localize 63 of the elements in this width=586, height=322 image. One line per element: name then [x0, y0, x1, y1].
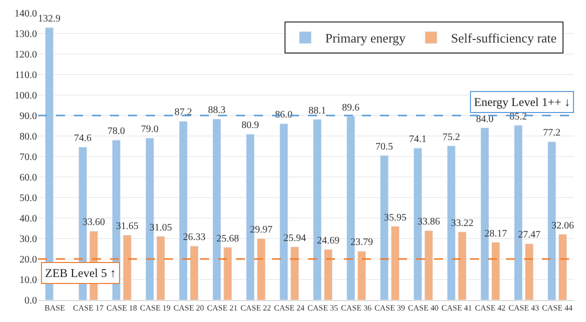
x-tick-label: CASE 41 [442, 304, 472, 313]
x-tick-label: CASE 24 [274, 304, 304, 313]
data-label: 33.60 [82, 217, 105, 228]
y-tick-label: 90.0 [20, 111, 37, 122]
x-tick-label: CASE 40 [408, 304, 438, 313]
x-tick-label: CASE 39 [374, 304, 405, 313]
data-label: 29.97 [250, 224, 272, 236]
data-label: 26.33 [182, 232, 206, 244]
data-label: 88.1 [308, 105, 326, 116]
data-label: 75.2 [442, 132, 460, 143]
data-label: 77.2 [543, 128, 561, 139]
y-tick-label: 100.0 [14, 90, 37, 102]
data-label: 89.6 [342, 102, 360, 114]
data-label: 25.68 [216, 233, 239, 244]
x-tick-label: CASE 18 [106, 304, 137, 313]
data-label: 23.79 [350, 237, 373, 248]
data-label: 27.47 [518, 230, 540, 241]
data-label: 74.1 [409, 134, 427, 146]
y-tick-label: 140.0 [14, 8, 37, 20]
y-tick-label: 110.0 [14, 70, 37, 81]
x-tick-label: CASE 22 [240, 304, 271, 313]
data-label: 70.5 [376, 141, 394, 152]
data-label: 31.05 [149, 222, 172, 234]
y-tick-label: 0.0 [24, 296, 37, 306]
y-tick-label: 30.0 [20, 234, 37, 245]
data-label: 132.9 [38, 14, 61, 25]
y-tick-label: 40.0 [20, 214, 37, 224]
y-tick-label: 130.0 [14, 29, 37, 40]
x-tick-label: CASE 19 [140, 304, 170, 313]
data-label: 87.2 [174, 107, 192, 118]
y-tick-label: 80.0 [20, 132, 37, 142]
y-tick-label: 60.0 [20, 172, 37, 184]
x-tick-label: CASE 36 [341, 304, 372, 313]
data-label: 74.6 [74, 133, 92, 144]
data-label: 35.95 [384, 212, 406, 224]
data-label: 80.9 [242, 120, 260, 132]
data-label: 78.0 [108, 126, 126, 138]
x-tick-label: CASE 43 [508, 304, 539, 313]
x-tick-label: CASE 17 [73, 304, 104, 313]
y-tick-label: 20.0 [20, 254, 37, 266]
data-label: 33.22 [450, 218, 474, 229]
data-label: 33.86 [417, 216, 440, 228]
y-tick-label: 50.0 [20, 193, 37, 204]
data-label: 25.94 [283, 232, 306, 244]
x-tick-label: CASE 44 [542, 304, 572, 313]
y-tick-label: 120.0 [14, 50, 37, 60]
data-label: 32.06 [551, 220, 574, 232]
x-tick-label: CASE 20 [174, 304, 204, 313]
legend-label: Self-sufficiency rate [451, 30, 557, 46]
ref-line-label: ZEB Level 5 ↑ [45, 266, 116, 280]
ref-line-label: Energy Level 1++ ↓ [474, 95, 570, 109]
x-tick-label: CASE 21 [207, 304, 238, 313]
data-label: 88.3 [208, 104, 226, 116]
x-tick-label: CASE 35 [308, 304, 338, 313]
legend-label: Primary energy [325, 30, 406, 46]
data-label: 31.65 [116, 221, 138, 232]
data-label: 28.17 [484, 228, 507, 240]
x-tick-label: BASE [44, 304, 66, 313]
x-tick-label: CASE 42 [475, 304, 506, 313]
data-label: 79.0 [141, 124, 159, 136]
data-label: 24.69 [316, 235, 340, 246]
y-tick-label: 70.0 [20, 152, 37, 163]
y-tick-label: 10.0 [20, 275, 37, 286]
